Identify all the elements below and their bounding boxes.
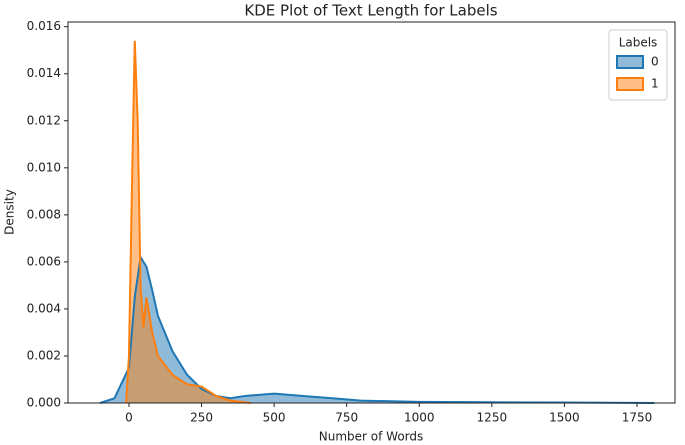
y-tick-label: 0.000 (27, 396, 61, 410)
legend-swatch (616, 77, 644, 91)
density-area (126, 40, 251, 403)
y-tick-label: 0.002 (27, 348, 61, 362)
density-line (125, 40, 251, 404)
y-tick-label: 0.014 (27, 66, 61, 80)
x-tick-label: 500 (263, 411, 286, 425)
x-tick-label: 250 (190, 411, 213, 425)
y-tick-label: 0.006 (27, 254, 61, 268)
x-tick-label: 1250 (477, 411, 508, 425)
plot-frame (67, 21, 676, 404)
x-tick-label: 1750 (622, 411, 653, 425)
x-axis-label: Number of Words (319, 430, 424, 444)
y-tick-label: 0.010 (27, 160, 61, 174)
x-tick-label: 0 (125, 411, 133, 425)
y-axis-label: Density (3, 189, 17, 235)
y-tick-label: 0.004 (27, 301, 61, 315)
x-tick-label: 1500 (549, 411, 580, 425)
x-tick-label: 1000 (404, 411, 435, 425)
legend-title: Labels (619, 36, 658, 50)
y-tick-label: 0.016 (27, 19, 61, 33)
legend-swatch (616, 55, 644, 69)
y-tick-label: 0.012 (27, 113, 61, 127)
y-tick-label: 0.008 (27, 207, 61, 221)
legend-label: 1 (651, 77, 659, 91)
x-tick-label: 750 (335, 411, 358, 425)
legend-label: 0 (651, 55, 659, 69)
chart-title: KDE Plot of Text Length for Labels (244, 2, 497, 20)
